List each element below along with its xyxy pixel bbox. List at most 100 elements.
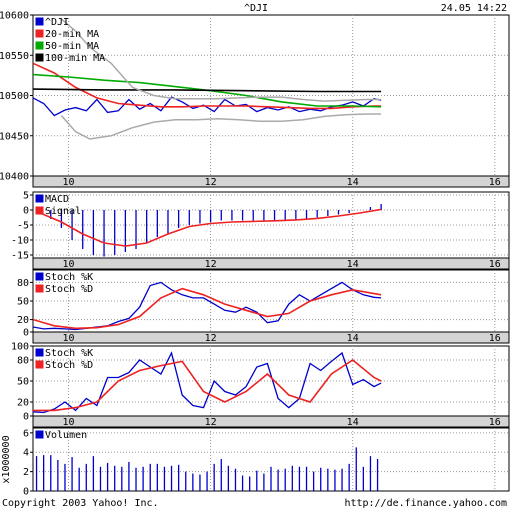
y-tick-label: 10600 xyxy=(0,11,29,22)
y-tick-label: 80 xyxy=(17,278,29,289)
legend-swatch xyxy=(35,360,44,369)
legend-entry: Stoch %K xyxy=(35,272,93,283)
legend-swatch xyxy=(35,53,44,62)
legend-entry: ^DJI xyxy=(35,17,69,28)
y-tick-label: 50 xyxy=(17,377,29,388)
legend-swatch xyxy=(35,17,44,26)
x-tick-label: 10 xyxy=(62,177,74,188)
legend-label: Stoch %D xyxy=(45,284,93,295)
y-tick-label: 4 xyxy=(23,448,29,459)
legend-entry: MACD xyxy=(35,194,69,205)
line-stoch-d xyxy=(33,287,382,330)
legend-label: ^DJI xyxy=(45,17,69,28)
y-tick-label: 0 xyxy=(23,412,29,423)
x-tick-label: 14 xyxy=(347,333,359,344)
y-tick-label: 6 xyxy=(23,428,29,439)
line-stoch-d xyxy=(33,359,382,412)
chart-title: ^DJI xyxy=(244,3,268,14)
y-tick-label: 20 xyxy=(17,398,29,409)
legend-swatch xyxy=(35,284,44,293)
y-tick-label: 10450 xyxy=(0,131,29,142)
legend-swatch xyxy=(35,272,44,281)
legend-label: Stoch %K xyxy=(45,272,93,283)
x-axis-band xyxy=(32,415,510,428)
y-tick-label: 0 xyxy=(23,487,29,498)
legend-label: Volumen xyxy=(45,430,87,441)
series-stoch2 xyxy=(33,351,382,414)
legend-entry: 100-min MA xyxy=(35,53,105,64)
grid-lines xyxy=(33,15,509,176)
y-tick-label: 10500 xyxy=(0,91,29,102)
legend-swatch xyxy=(35,41,44,50)
x-axis-band xyxy=(32,331,510,344)
line-bollinger-band xyxy=(60,113,382,140)
y-tick-label: -5 xyxy=(17,221,29,232)
grid-lines xyxy=(33,192,509,258)
y-tick-label: 0 xyxy=(23,206,29,217)
panel-price: 10400 10450 10500 10550 10600 10 12 14 16 ^DJI20-… xyxy=(0,11,510,188)
x-tick-label: 10 xyxy=(62,333,74,344)
y-tick-label: 100 xyxy=(11,342,29,353)
source-url: http://de.finance.yahoo.com xyxy=(344,498,507,509)
x-tick-label: 10 xyxy=(62,417,74,428)
x-tick-label: 12 xyxy=(205,177,217,188)
copyright-text: Copyright 2003 Yahoo! Inc. xyxy=(2,498,159,509)
legend-swatch xyxy=(35,194,44,203)
legend-label: 50-min MA xyxy=(45,41,99,52)
x-tick-label: 16 xyxy=(489,417,501,428)
chart-datetime: 24.05 14:22 xyxy=(441,3,507,14)
legend-swatch xyxy=(35,29,44,38)
y-tick-label: 5 xyxy=(23,191,29,202)
line-100-min-ma xyxy=(33,88,382,93)
series-macd xyxy=(39,204,382,257)
x-axis-band xyxy=(32,175,510,188)
series-stoch1 xyxy=(33,281,382,331)
panel-volume: 6 4 2 0 x1000000 Volumen xyxy=(1,427,510,498)
y-tick-label: 10400 xyxy=(0,172,29,183)
grid-lines xyxy=(33,270,509,332)
line-20-min-ma xyxy=(33,62,382,110)
legend-label: MACD xyxy=(45,194,69,205)
y-tick-label: 2 xyxy=(23,467,29,478)
series-volume xyxy=(35,447,379,491)
y-tick-label: 0 xyxy=(23,328,29,339)
legend-label: Stoch %K xyxy=(45,348,93,359)
line-signal xyxy=(39,208,382,247)
grid-lines xyxy=(33,346,509,416)
x-tick-label: 16 xyxy=(489,259,501,270)
x-tick-label: 14 xyxy=(347,417,359,428)
legend-label: Signal xyxy=(45,206,81,217)
x-tick-label: 12 xyxy=(205,259,217,270)
legend-label: 20-min MA xyxy=(45,29,99,40)
x-tick-label: 16 xyxy=(489,333,501,344)
line-bollinger-band xyxy=(60,18,382,102)
x-tick-label: 10 xyxy=(62,259,74,270)
legend-swatch xyxy=(35,206,44,215)
legend-swatch xyxy=(35,430,44,439)
y-tick-label: 50 xyxy=(17,297,29,308)
y-tick-label: -10 xyxy=(11,236,29,247)
legend-entry: 20-min MA xyxy=(35,29,99,40)
legend-entry: Signal xyxy=(35,206,81,217)
plot-frame xyxy=(32,427,510,492)
legend-entry: Stoch %D xyxy=(35,284,93,295)
x-tick-label: 16 xyxy=(489,177,501,188)
y-tick-label: 20 xyxy=(17,315,29,326)
legend-label: 100-min MA xyxy=(45,53,105,64)
x-tick-label: 14 xyxy=(347,259,359,270)
legend-entry: 50-min MA xyxy=(35,41,99,52)
legend-swatch xyxy=(35,348,44,357)
y-tick-label: 10550 xyxy=(0,51,29,62)
legend-label: Stoch %D xyxy=(45,360,93,371)
y-tick-label: -15 xyxy=(11,251,29,262)
legend-entry: Volumen xyxy=(35,430,87,441)
series-price xyxy=(33,18,382,140)
x-axis-band xyxy=(32,257,510,270)
x-tick-label: 12 xyxy=(205,333,217,344)
x-tick-label: 14 xyxy=(347,177,359,188)
